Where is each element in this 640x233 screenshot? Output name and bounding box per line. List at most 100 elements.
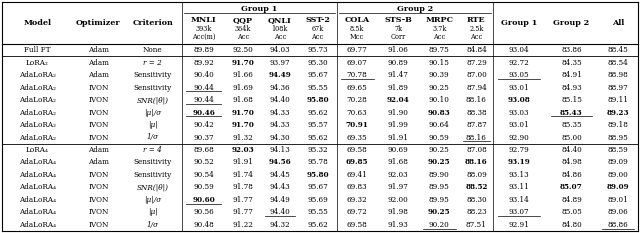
Text: 94.43: 94.43: [269, 183, 290, 191]
Text: AdaLoRA₄: AdaLoRA₄: [19, 208, 56, 216]
Text: 2.5k: 2.5k: [469, 25, 484, 33]
Text: 85.00: 85.00: [561, 134, 582, 141]
Text: 90.56: 90.56: [193, 208, 214, 216]
Text: 87.51: 87.51: [466, 221, 487, 229]
Text: 95.62: 95.62: [307, 109, 328, 116]
Text: SNR(|θ|): SNR(|θ|): [137, 183, 169, 191]
Text: 88.97: 88.97: [607, 84, 628, 92]
Text: 85.43: 85.43: [560, 109, 583, 116]
Text: 91.70: 91.70: [232, 109, 255, 116]
Text: 95.30: 95.30: [307, 59, 328, 67]
Text: QQP: QQP: [233, 16, 253, 24]
Text: 95.80: 95.80: [307, 171, 329, 179]
Text: 87.29: 87.29: [466, 59, 487, 67]
Text: 93.19: 93.19: [508, 158, 531, 166]
Text: 90.60: 90.60: [192, 196, 215, 204]
Text: IVON: IVON: [88, 208, 109, 216]
Text: 70.63: 70.63: [347, 109, 367, 116]
Text: 90.64: 90.64: [429, 121, 450, 129]
Text: 69.85: 69.85: [346, 158, 369, 166]
Text: 84.40: 84.40: [561, 146, 582, 154]
Text: 7k: 7k: [394, 25, 403, 33]
Text: 91.90: 91.90: [388, 109, 408, 116]
Text: AdaLoRA₂: AdaLoRA₂: [19, 84, 56, 92]
Text: Mcc: Mcc: [350, 33, 364, 41]
Text: 90.25: 90.25: [428, 208, 451, 216]
Text: 95.32: 95.32: [307, 146, 328, 154]
Text: 91.22: 91.22: [232, 221, 253, 229]
Text: 88.16: 88.16: [466, 134, 487, 141]
Text: 84.89: 84.89: [561, 196, 582, 204]
Text: Acc: Acc: [433, 33, 445, 41]
Text: 90.46: 90.46: [192, 109, 215, 116]
Text: 90.40: 90.40: [193, 71, 214, 79]
Text: 94.13: 94.13: [269, 146, 290, 154]
Text: Adam: Adam: [88, 158, 109, 166]
Text: 85.07: 85.07: [560, 183, 583, 191]
Text: |μ|/σ: |μ|/σ: [144, 196, 161, 204]
Text: 88.59: 88.59: [607, 146, 628, 154]
Text: 92.00: 92.00: [388, 196, 408, 204]
Text: 88.45: 88.45: [607, 46, 628, 54]
Text: 91.98: 91.98: [388, 208, 408, 216]
Text: 93.04: 93.04: [509, 46, 529, 54]
Text: 94.45: 94.45: [269, 171, 290, 179]
Text: 89.09: 89.09: [607, 158, 628, 166]
Text: AdaLoRA₂: AdaLoRA₂: [19, 134, 56, 141]
Text: 91.32: 91.32: [233, 134, 253, 141]
Text: AdaLoRA₂: AdaLoRA₂: [19, 71, 56, 79]
Text: 91.78: 91.78: [232, 183, 253, 191]
Text: 69.41: 69.41: [347, 171, 367, 179]
Text: 95.67: 95.67: [307, 71, 328, 79]
Text: Adam: Adam: [88, 59, 109, 67]
Text: 94.40: 94.40: [269, 208, 290, 216]
Text: 90.42: 90.42: [193, 121, 214, 129]
Text: 90.52: 90.52: [193, 158, 214, 166]
Text: LoRA₂: LoRA₂: [26, 59, 49, 67]
Text: 90.59: 90.59: [429, 134, 450, 141]
Text: 90.44: 90.44: [193, 84, 214, 92]
Text: 92.79: 92.79: [509, 146, 529, 154]
Text: 88.54: 88.54: [607, 59, 628, 67]
Text: AdaLoRA₂: AdaLoRA₂: [19, 109, 56, 116]
Text: IVON: IVON: [88, 171, 109, 179]
Text: 89.68: 89.68: [193, 146, 214, 154]
Text: 91.89: 91.89: [388, 84, 408, 92]
Text: Sensitivity: Sensitivity: [134, 158, 172, 166]
Text: QNLI: QNLI: [268, 16, 292, 24]
Text: 89.06: 89.06: [607, 208, 628, 216]
Text: 95.80: 95.80: [307, 96, 329, 104]
Text: 85.15: 85.15: [561, 96, 582, 104]
Text: 95.73: 95.73: [307, 46, 328, 54]
Text: IVON: IVON: [88, 84, 109, 92]
Text: Sensitivity: Sensitivity: [134, 71, 172, 79]
Text: 88.30: 88.30: [466, 196, 486, 204]
Text: AdaLoRA₄: AdaLoRA₄: [19, 196, 56, 204]
Text: 94.30: 94.30: [269, 134, 290, 141]
Text: Full FT: Full FT: [24, 46, 51, 54]
Text: 93.01: 93.01: [509, 84, 529, 92]
Text: IVON: IVON: [88, 196, 109, 204]
Text: IVON: IVON: [88, 109, 109, 116]
Text: 90.48: 90.48: [193, 221, 214, 229]
Text: 87.00: 87.00: [466, 71, 487, 79]
Text: 91.91: 91.91: [388, 134, 409, 141]
Text: 85.05: 85.05: [561, 208, 582, 216]
Text: 87.08: 87.08: [466, 146, 487, 154]
Text: 94.33: 94.33: [269, 109, 290, 116]
Text: |μ|/σ: |μ|/σ: [144, 109, 161, 116]
Text: Acc: Acc: [312, 33, 324, 41]
Text: IVON: IVON: [88, 183, 109, 191]
Text: 90.37: 90.37: [193, 134, 214, 141]
Text: 89.09: 89.09: [607, 183, 629, 191]
Text: RTE: RTE: [467, 16, 486, 24]
Text: AdaLoRA₂: AdaLoRA₂: [19, 121, 56, 129]
Text: 92.91: 92.91: [509, 221, 529, 229]
Text: Model: Model: [24, 19, 51, 27]
Text: 91.70: 91.70: [232, 59, 255, 67]
Text: 91.70: 91.70: [232, 121, 255, 129]
Text: 95.55: 95.55: [307, 84, 328, 92]
Text: 90.59: 90.59: [193, 183, 214, 191]
Text: 70.78: 70.78: [347, 71, 367, 79]
Text: Sensitivity: Sensitivity: [134, 84, 172, 92]
